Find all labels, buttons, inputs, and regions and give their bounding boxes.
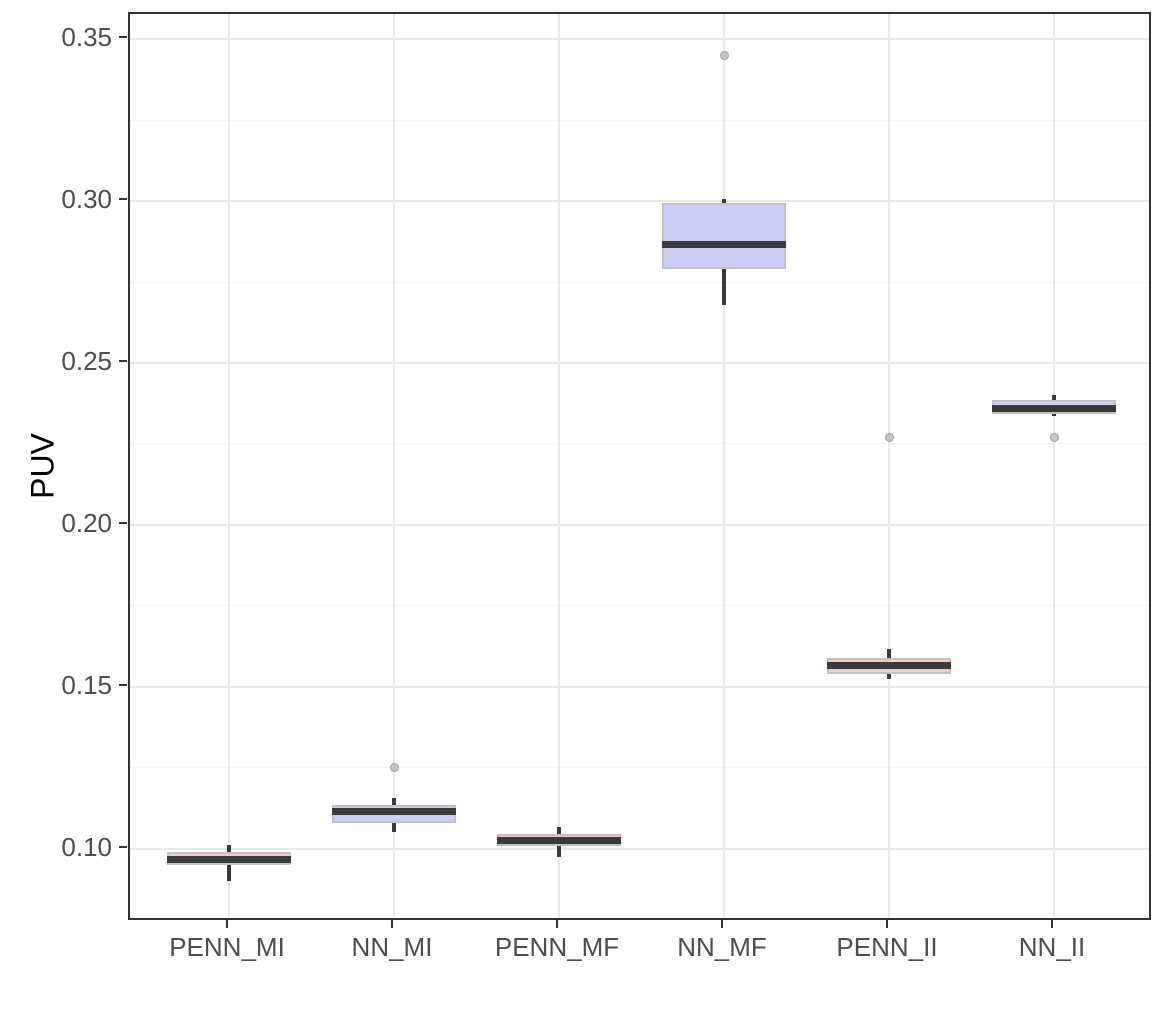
whisker-upper [227, 845, 231, 852]
y-tick-label: 0.30 [61, 184, 112, 215]
y-tick-label: 0.25 [61, 345, 112, 376]
median-line [497, 836, 621, 844]
y-tick-mark [119, 36, 127, 39]
y-tick-mark [119, 521, 127, 524]
gridline-major-x [228, 14, 230, 918]
x-tick-mark [556, 920, 558, 928]
gridline-major-x [1053, 14, 1055, 918]
whisker-lower [1052, 413, 1056, 417]
outlier-point [389, 763, 399, 773]
plot-panel [128, 12, 1151, 920]
y-axis-title: PUV [24, 433, 61, 499]
median-line [167, 856, 291, 864]
gridline-major-y [130, 361, 1149, 364]
x-tick-mark [391, 920, 393, 928]
x-tick-label: PENN_MF [494, 932, 620, 962]
x-tick-label: PENN_MI [169, 932, 285, 962]
y-tick-mark [119, 683, 127, 686]
gridline-major-x [888, 14, 890, 918]
gridline-minor-y [130, 281, 1149, 283]
x-tick-label: NN_MF [677, 932, 767, 962]
x-tick-label: NN_II [1018, 932, 1086, 962]
whisker-upper [1052, 395, 1056, 400]
y-tick-label: 0.35 [61, 22, 112, 53]
boxplot-box [662, 202, 786, 270]
whisker-upper [557, 827, 561, 834]
median-line [662, 241, 786, 249]
whisker-lower [227, 865, 231, 881]
x-tick-mark [1051, 920, 1053, 928]
gridline-major-y [130, 847, 1149, 850]
gridline-major-x [558, 14, 560, 918]
whisker-lower [557, 845, 561, 857]
gridline-minor-y [130, 119, 1149, 121]
x-tick-mark [226, 920, 228, 928]
whisker-lower [392, 822, 396, 833]
gridline-major-y [130, 38, 1149, 41]
whisker-upper [887, 649, 891, 658]
x-tick-mark [886, 920, 888, 928]
x-tick-mark [721, 920, 723, 928]
outlier-point [884, 432, 894, 442]
y-tick-mark [119, 845, 127, 848]
x-tick-label: NN_MI [351, 932, 433, 962]
gridline-major-y [130, 685, 1149, 688]
gridline-major-x [393, 14, 395, 918]
y-tick-label: 0.15 [61, 669, 112, 700]
gridline-major-x [723, 14, 725, 918]
y-tick-label: 0.10 [61, 831, 112, 862]
whisker-lower [887, 674, 891, 679]
median-line [992, 404, 1116, 412]
x-tick-label: PENN_II [836, 932, 938, 962]
whisker-lower [722, 269, 726, 305]
whisker-upper [392, 798, 396, 805]
gridline-minor-y [130, 443, 1149, 445]
whisker-upper [722, 199, 726, 203]
y-tick-mark [119, 198, 127, 201]
y-tick-mark [119, 359, 127, 362]
y-tick-label: 0.20 [61, 507, 112, 538]
gridline-minor-y [130, 605, 1149, 607]
median-line [827, 662, 951, 670]
gridline-minor-y [130, 767, 1149, 769]
outlier-point [1049, 432, 1059, 442]
outlier-point [719, 50, 729, 60]
gridline-major-y [130, 523, 1149, 526]
gridline-major-y [130, 200, 1149, 203]
median-line [332, 807, 456, 815]
